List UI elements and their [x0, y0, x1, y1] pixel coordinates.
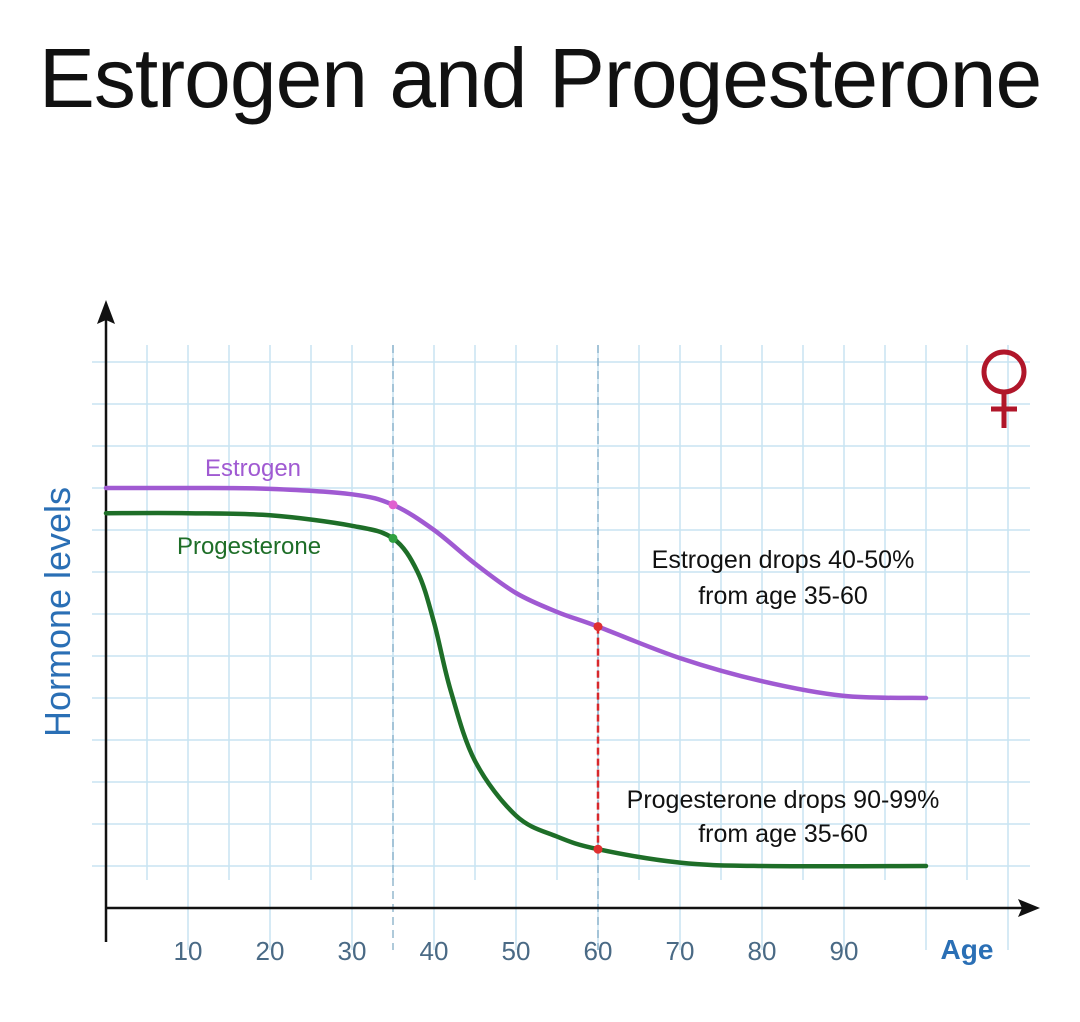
- series-line-estrogen: [103, 485, 929, 701]
- x-tick-label: 80: [748, 936, 777, 966]
- x-tick-label: 20: [256, 936, 285, 966]
- annotation-text: Progesterone drops 90-99%: [627, 786, 940, 814]
- x-tick-label: 50: [502, 936, 531, 966]
- chart-title: Estrogen and Progesterone: [38, 31, 1042, 125]
- x-tick-label: 40: [420, 936, 449, 966]
- y-axis-arrow: [97, 300, 115, 324]
- data-point-estrogen-60: [593, 622, 603, 632]
- annotation-text: Estrogen drops 40-50%: [652, 546, 915, 574]
- y-axis-label: Hormone levels: [37, 487, 78, 737]
- x-tick-label: 70: [666, 936, 695, 966]
- series-label-progesterone: Progesterone: [177, 533, 321, 560]
- female-symbol-icon: [981, 349, 1027, 395]
- x-tick-label: 30: [338, 936, 367, 966]
- data-point-progesterone-35: [388, 533, 398, 543]
- series-label-estrogen: Estrogen: [205, 455, 301, 482]
- x-tick-label: 10: [174, 936, 203, 966]
- x-tick-label: 90: [830, 936, 859, 966]
- x-axis-arrow: [1018, 899, 1040, 917]
- x-tick-label: 60: [584, 936, 613, 966]
- annotation-text: from age 35-60: [698, 820, 868, 848]
- x-axis-label: Age: [941, 934, 994, 965]
- data-point-estrogen-35: [388, 500, 398, 510]
- annotation-text: from age 35-60: [698, 582, 868, 610]
- data-point-progesterone-60: [593, 844, 603, 854]
- series-line-progesterone: [103, 510, 929, 869]
